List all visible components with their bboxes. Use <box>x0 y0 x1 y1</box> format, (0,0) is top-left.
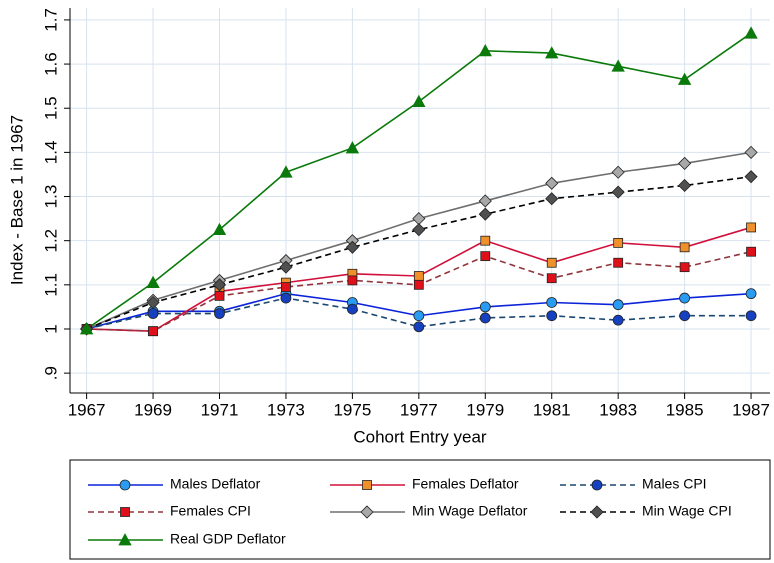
marker <box>545 176 559 190</box>
marker <box>679 262 690 273</box>
marker <box>345 141 360 154</box>
marker <box>346 303 358 315</box>
marker <box>546 310 558 322</box>
legend-label: Males Deflator <box>170 476 261 492</box>
marker <box>79 322 94 335</box>
marker <box>677 72 692 85</box>
marker <box>413 279 424 290</box>
marker <box>613 257 624 268</box>
legend-label: Real GDP Deflator <box>170 531 286 547</box>
series-line <box>86 175 752 330</box>
marker <box>147 308 159 319</box>
marker <box>480 235 491 246</box>
marker <box>546 273 557 284</box>
y-tick-label: 1.2 <box>41 229 60 253</box>
y-tick-label: 1.6 <box>41 52 60 76</box>
marker <box>679 292 691 304</box>
legend-label: Min Wage Deflator <box>412 503 528 519</box>
y-tick-label: 1.7 <box>41 8 60 32</box>
legend-label: Females CPI <box>170 503 251 519</box>
marker <box>612 314 624 326</box>
marker <box>478 194 492 208</box>
marker <box>545 46 559 59</box>
legend-marker <box>590 505 604 519</box>
marker <box>546 257 557 268</box>
marker <box>347 275 358 286</box>
marker <box>479 301 491 313</box>
x-tick-label: 1983 <box>599 400 637 419</box>
marker <box>345 240 359 254</box>
y-tick-label: 1.1 <box>41 273 60 297</box>
marker <box>611 185 625 199</box>
marker <box>479 312 491 324</box>
y-tick-label: 1 <box>41 324 60 333</box>
marker <box>478 207 492 221</box>
legend-marker <box>360 505 374 519</box>
x-tick-label: 1979 <box>466 400 504 419</box>
marker <box>413 321 425 333</box>
legend-marker <box>118 533 132 546</box>
marker <box>746 246 756 257</box>
marker <box>746 222 756 233</box>
marker <box>413 310 425 322</box>
marker <box>546 297 558 308</box>
x-tick-label: 1987 <box>732 400 770 419</box>
marker <box>281 282 291 292</box>
x-tick-label: 1977 <box>400 400 438 419</box>
series-line <box>86 297 752 330</box>
marker <box>611 165 625 179</box>
marker <box>678 178 692 193</box>
y-tick-label: 1.3 <box>41 185 60 209</box>
marker <box>613 237 624 248</box>
marker <box>744 26 758 39</box>
marker <box>545 192 559 206</box>
y-tick-label: .9 <box>41 366 60 380</box>
marker <box>148 326 158 337</box>
marker <box>478 43 492 57</box>
marker <box>480 251 491 262</box>
x-tick-label: 1971 <box>201 400 239 419</box>
marker <box>679 242 690 253</box>
x-tick-label: 1981 <box>533 400 571 419</box>
marker <box>612 299 624 311</box>
marker <box>146 275 160 289</box>
legend-marker <box>591 479 603 491</box>
legend-label: Males CPI <box>642 476 707 492</box>
marker <box>745 288 757 300</box>
marker <box>745 310 757 322</box>
marker <box>744 145 758 159</box>
marker <box>279 260 293 274</box>
y-tick-label: 1.5 <box>41 96 60 120</box>
y-tick-label: 1.4 <box>41 141 60 165</box>
marker <box>744 170 758 184</box>
marker <box>611 59 625 72</box>
legend-marker <box>119 479 131 491</box>
x-tick-label: 1969 <box>134 400 172 419</box>
marker <box>214 308 225 319</box>
x-tick-label: 1967 <box>68 400 106 419</box>
marker <box>412 94 426 108</box>
legend-marker <box>120 507 130 517</box>
marker <box>679 310 691 322</box>
marker <box>214 290 225 301</box>
marker <box>412 223 426 237</box>
marker <box>146 295 160 310</box>
marker <box>280 292 292 304</box>
marker <box>212 278 227 292</box>
x-axis-title: Cohort Entry year <box>353 427 487 446</box>
legend-label: Females Deflator <box>412 476 519 492</box>
marker <box>279 165 293 178</box>
marker <box>678 156 692 170</box>
y-axis-title: Index - Base 1 in 1967 <box>7 115 26 285</box>
x-tick-label: 1985 <box>666 400 704 419</box>
marker <box>212 222 227 236</box>
x-tick-label: 1975 <box>333 400 371 419</box>
legend-marker <box>362 480 372 490</box>
legend-label: Min Wage CPI <box>642 503 732 519</box>
x-tick-label: 1973 <box>267 400 305 419</box>
legend-box <box>69 459 771 560</box>
marker <box>413 271 424 281</box>
